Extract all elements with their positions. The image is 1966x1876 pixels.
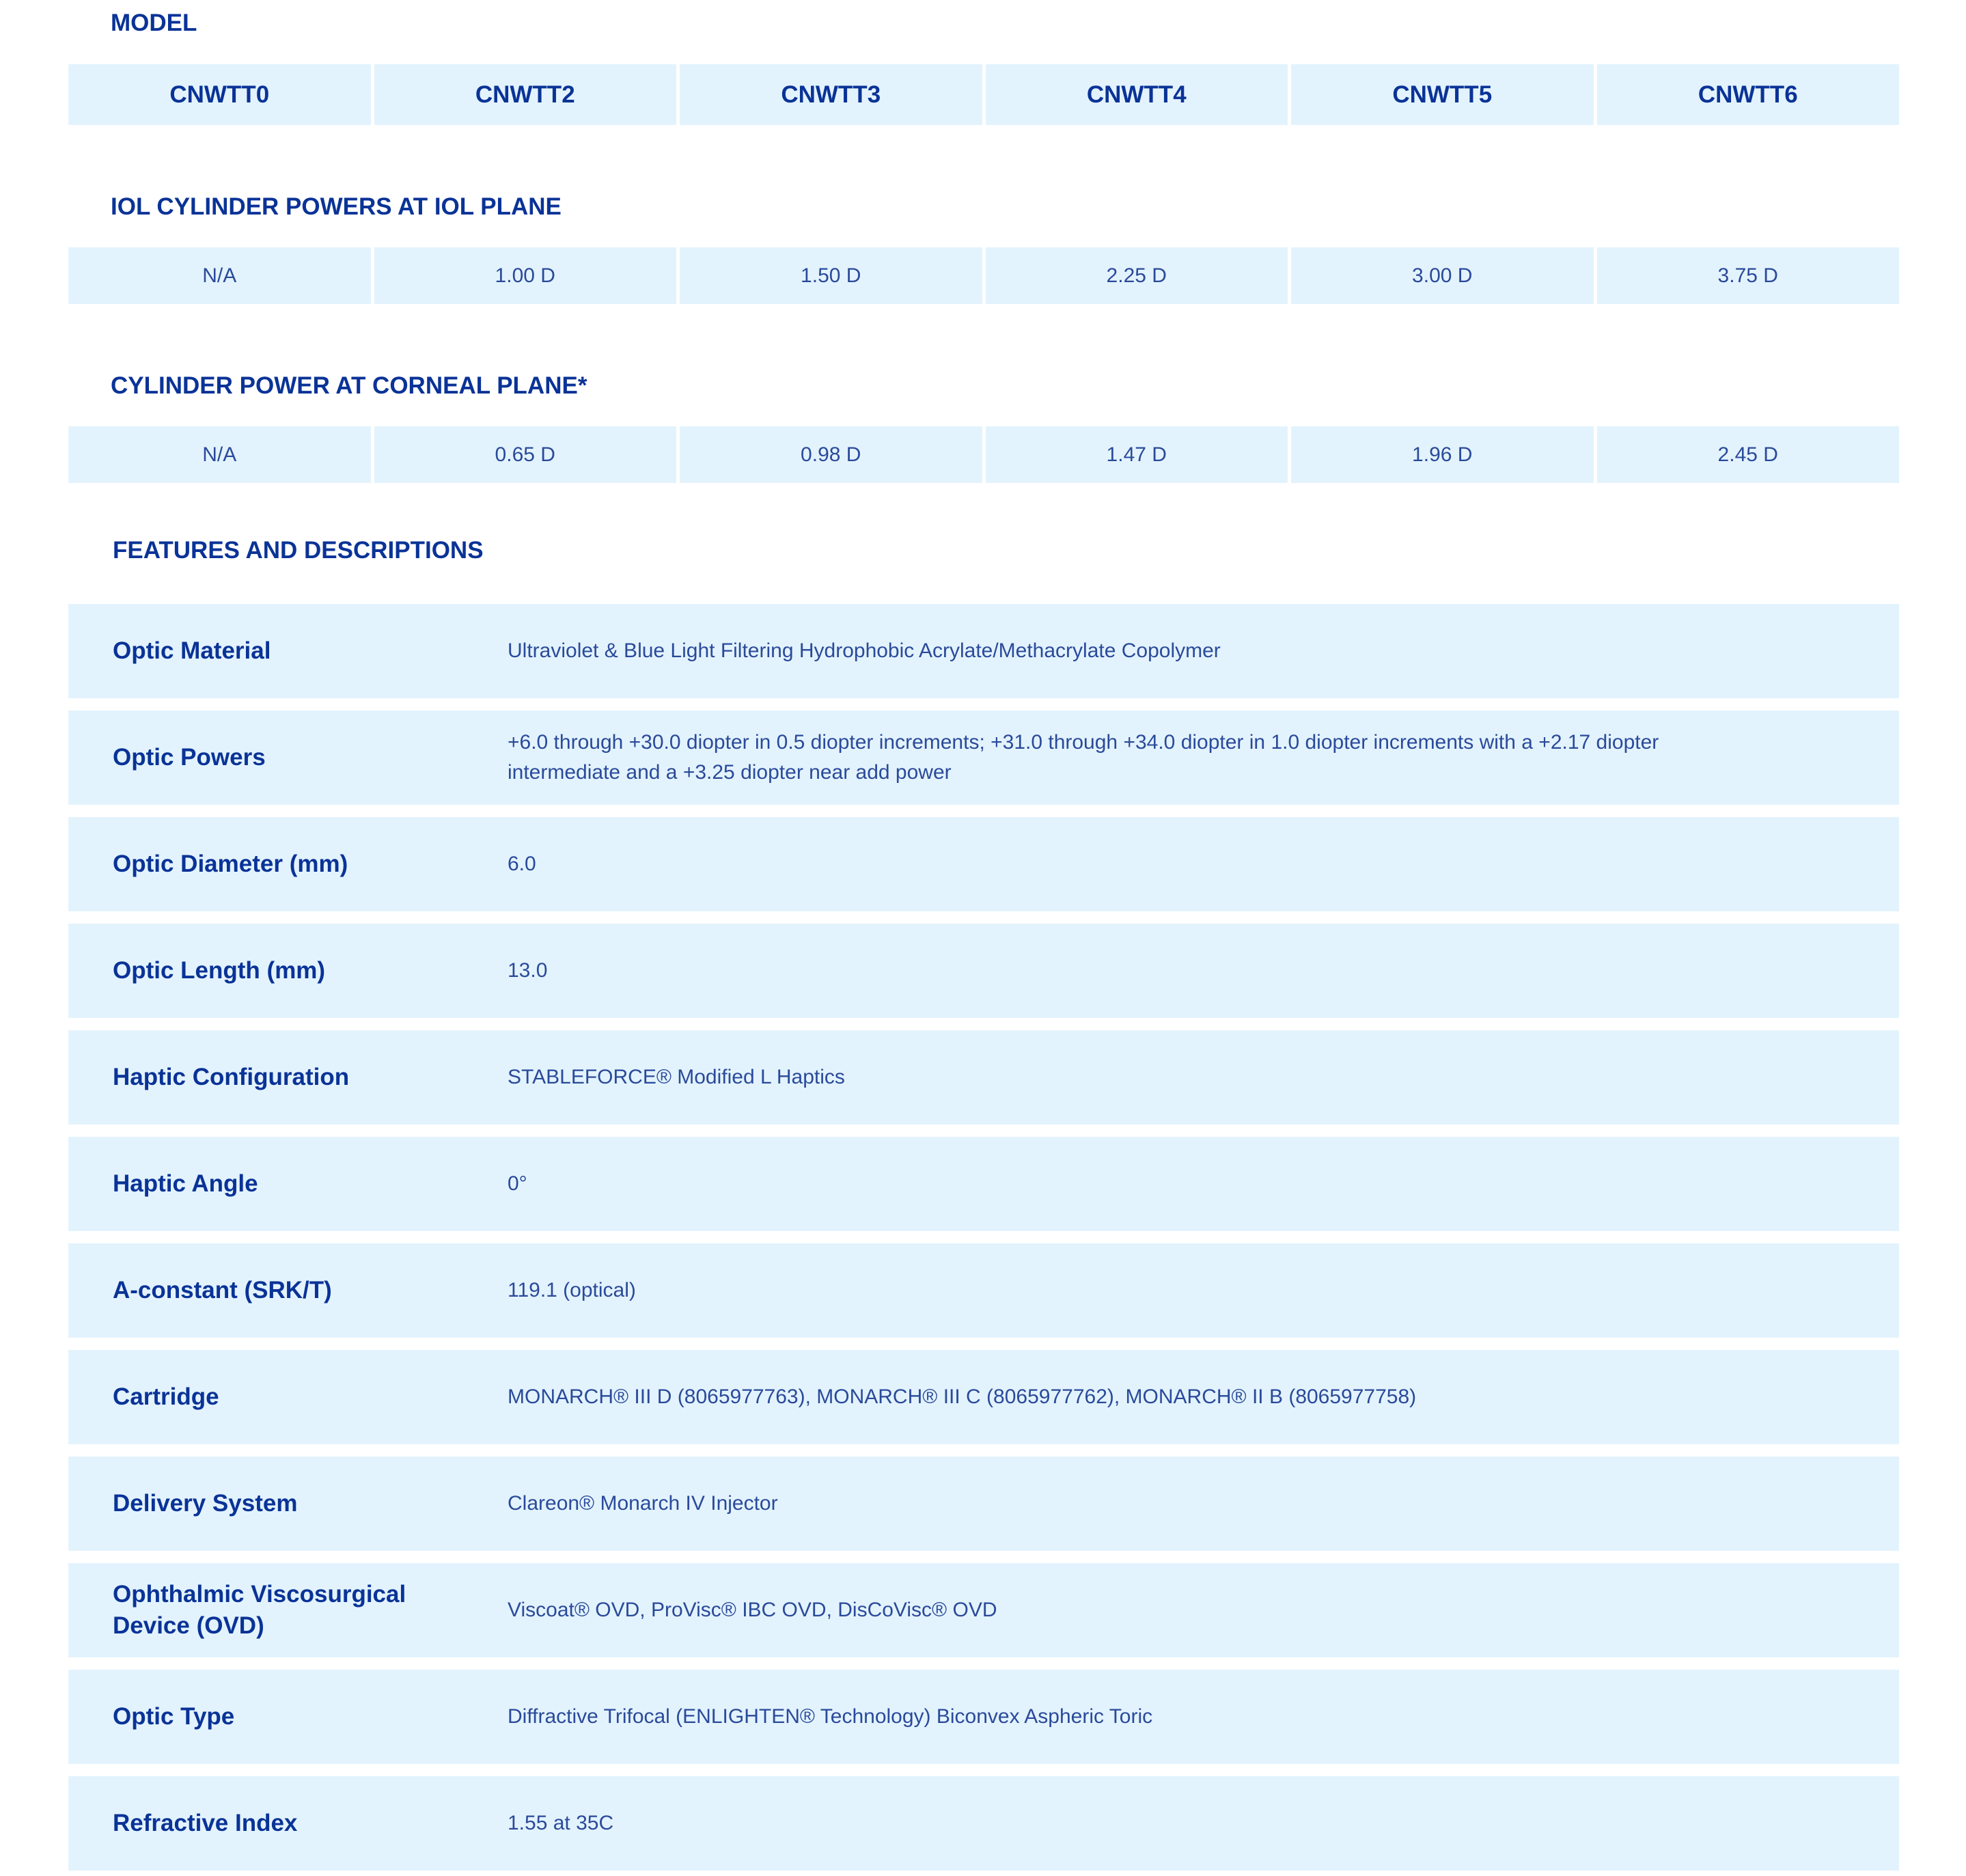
feature-label: Optic Material	[113, 637, 271, 664]
table-cell: 0.98 D	[680, 426, 982, 483]
feature-row: Optic Length (mm) 13.0	[68, 924, 1899, 1018]
feature-label: Cartridge	[113, 1383, 219, 1410]
feature-value: Clareon® Monarch IV Injector	[508, 1492, 778, 1515]
feature-label: Haptic Angle	[113, 1170, 258, 1197]
feature-row: A-constant (SRK/T) 119.1 (optical)	[68, 1243, 1899, 1338]
feature-value: Diffractive Trifocal (ENLIGHTEN® Technol…	[508, 1705, 1153, 1728]
feature-label: Ophthalmic Viscosurgical Device (OVD)	[113, 1581, 406, 1639]
table-cell: CNWTT5	[1291, 64, 1594, 125]
table-cell: 2.25 D	[985, 247, 1288, 304]
feature-label: Refractive Index	[113, 1810, 298, 1836]
feature-label: Haptic Configuration	[113, 1064, 350, 1090]
feature-row: Haptic Configuration STABLEFORCE® Modifie…	[68, 1030, 1899, 1125]
iol-cylinder-row: N/A 1.00 D 1.50 D 2.25 D 3.00 D 3.75 D	[68, 247, 1899, 304]
feature-label: Optic Type	[113, 1703, 235, 1730]
table-cell: 2.45 D	[1596, 426, 1899, 483]
feature-label: A-constant (SRK/T)	[113, 1277, 332, 1303]
iol-cylinder-title: IOL CYLINDER POWERS AT IOL PLANE	[111, 193, 562, 220]
feature-value: 13.0	[508, 959, 548, 982]
feature-row: Cartridge MONARCH® III D (8065977763), MO…	[68, 1350, 1899, 1444]
table-cell: CNWTT6	[1596, 64, 1899, 125]
table-cell: CNWTT3	[680, 64, 982, 125]
features-title: FEATURES AND DESCRIPTIONS	[113, 537, 484, 564]
feature-value: 0°	[508, 1172, 527, 1195]
table-cell: N/A	[68, 426, 371, 483]
table-cell: 0.65 D	[374, 426, 676, 483]
feature-value: +6.0 through +30.0 diopter in 0.5 diopte…	[508, 731, 1659, 784]
feature-value: Ultraviolet & Blue Light Filtering Hydro…	[508, 639, 1221, 662]
table-cell: CNWTT2	[374, 64, 676, 125]
feature-row: Optic Powers +6.0 through +30.0 diopter i…	[68, 711, 1899, 805]
model-title: MODEL	[111, 10, 197, 36]
feature-label: Optic Length (mm)	[113, 957, 326, 984]
feature-row: Delivery System Clareon® Monarch IV Injec…	[68, 1457, 1899, 1551]
feature-label: Optic Powers	[113, 744, 266, 771]
table-cell: N/A	[68, 247, 371, 304]
feature-row: Refractive Index 1.55 at 35C	[68, 1776, 1899, 1871]
table-cell: 3.00 D	[1291, 247, 1594, 304]
feature-row: Optic Type Diffractive Trifocal (ENLIGHTE…	[68, 1670, 1899, 1764]
feature-label: Delivery System	[113, 1490, 298, 1517]
table-cell: 1.96 D	[1291, 426, 1594, 483]
table-cell: 1.50 D	[680, 247, 982, 304]
feature-value: 119.1 (optical)	[508, 1279, 636, 1301]
table-cell: CNWTT0	[68, 64, 371, 125]
feature-value: Viscoat® OVD, ProVisc® IBC OVD, DisCoVis…	[508, 1599, 997, 1621]
feature-row: Ophthalmic Viscosurgical Device (OVD) Vis…	[68, 1563, 1899, 1657]
feature-value: MONARCH® III D (8065977763), MONARCH® II…	[508, 1385, 1417, 1408]
corneal-cylinder-row: N/A 0.65 D 0.98 D 1.47 D 1.96 D 2.45 D	[68, 426, 1899, 483]
feature-row: Optic Material Ultraviolet & Blue Light F…	[68, 604, 1899, 698]
table-cell: 1.47 D	[985, 426, 1288, 483]
table-cell: 3.75 D	[1596, 247, 1899, 304]
feature-value: 1.55 at 35C	[508, 1812, 614, 1834]
table-cell: CNWTT4	[985, 64, 1288, 125]
feature-label: Optic Diameter (mm)	[113, 851, 348, 877]
feature-value: 6.0	[508, 853, 536, 875]
feature-value: STABLEFORCE® Modified L Haptics	[508, 1066, 845, 1088]
corneal-cylinder-title: CYLINDER POWER AT CORNEAL PLANE*	[111, 372, 587, 399]
feature-row: Haptic Angle 0°	[68, 1137, 1899, 1231]
model-header-row: CNWTT0 CNWTT2 CNWTT3 CNWTT4 CNWTT5 CNWTT6	[68, 64, 1899, 125]
table-cell: 1.00 D	[374, 247, 676, 304]
feature-row: Optic Diameter (mm) 6.0	[68, 817, 1899, 911]
